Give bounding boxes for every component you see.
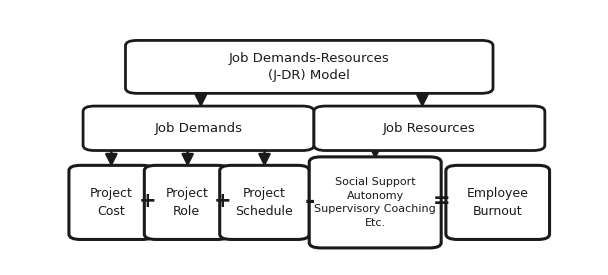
FancyBboxPatch shape xyxy=(446,165,550,240)
FancyBboxPatch shape xyxy=(314,106,545,150)
FancyBboxPatch shape xyxy=(219,165,309,240)
Text: =: = xyxy=(432,191,450,211)
Text: -: - xyxy=(305,189,316,213)
FancyBboxPatch shape xyxy=(83,106,314,150)
Text: Job Demands-Resources
(J-DR) Model: Job Demands-Resources (J-DR) Model xyxy=(229,52,390,82)
Text: +: + xyxy=(139,191,156,211)
Text: +: + xyxy=(214,191,232,211)
Text: Job Resources: Job Resources xyxy=(383,122,476,135)
Text: Project
Role: Project Role xyxy=(165,187,208,218)
Text: Project
Schedule: Project Schedule xyxy=(236,187,293,218)
Text: Social Support
Autonomy
Supervisory Coaching
Etc.: Social Support Autonomy Supervisory Coac… xyxy=(314,177,436,228)
FancyBboxPatch shape xyxy=(69,165,154,240)
Text: Employee
Burnout: Employee Burnout xyxy=(467,187,529,218)
FancyBboxPatch shape xyxy=(144,165,229,240)
Text: Project
Cost: Project Cost xyxy=(90,187,133,218)
FancyBboxPatch shape xyxy=(125,40,493,93)
Text: Job Demands: Job Demands xyxy=(154,122,243,135)
FancyBboxPatch shape xyxy=(309,157,441,248)
